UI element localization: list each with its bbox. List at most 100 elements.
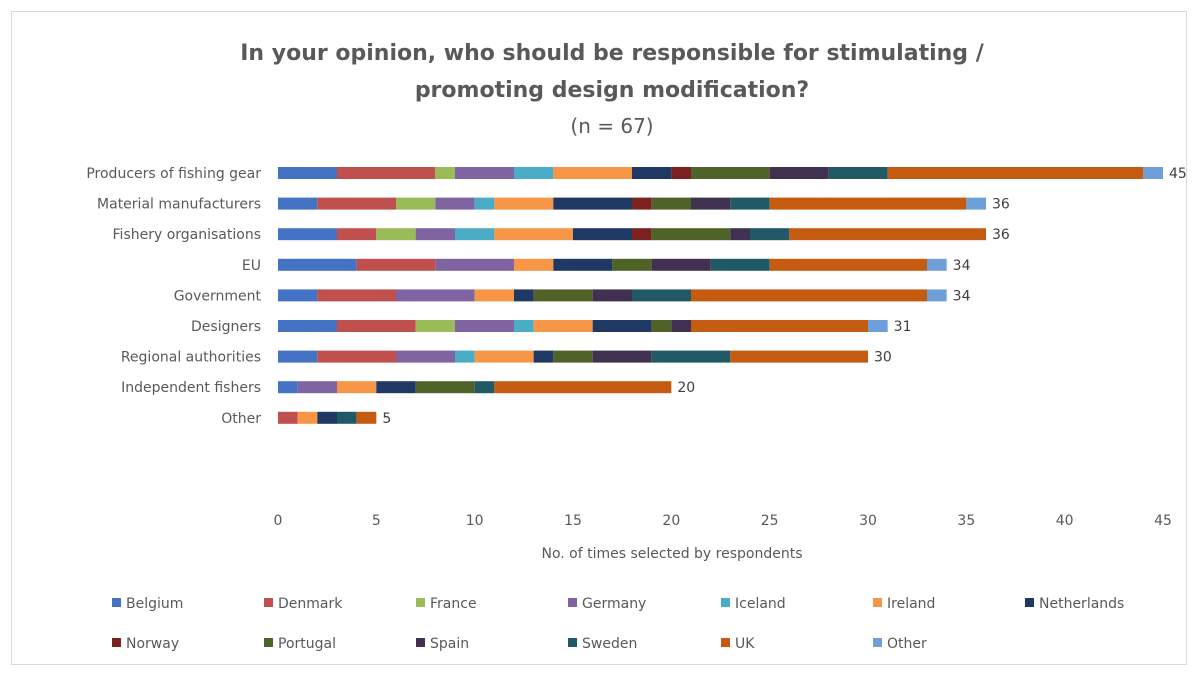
chart-title-line-2: promoting design modification?: [415, 78, 809, 103]
legend-item-denmark: Denmark: [264, 596, 343, 612]
legend-item-portugal: Portugal: [264, 636, 336, 652]
bar-group-other: 5: [278, 411, 391, 427]
bar-segment-material-manufacturers-netherlands: [553, 197, 632, 210]
bar-segment-fishery-organisations-uk: [789, 228, 986, 241]
bar-segment-regional-authorities-spain: [592, 350, 652, 363]
bar-segment-fishery-organisations-sweden: [750, 228, 790, 241]
bar-group-designers: 31: [278, 319, 911, 335]
bar-segment-fishery-organisations-belgium: [278, 228, 337, 241]
bar-segment-regional-authorities-iceland: [455, 350, 475, 363]
category-label-fishery-organisations: Fishery organisations: [113, 227, 261, 243]
bar-segment-designers-ireland: [533, 320, 593, 332]
bar-segment-material-manufacturers-portugal: [651, 197, 691, 210]
category-label-designers: Designers: [191, 319, 261, 335]
bar-segment-eu-other: [927, 258, 947, 271]
bar-segment-eu-denmark: [356, 258, 436, 271]
bar-group-producers-of-fishing-gear: 45: [278, 166, 1187, 182]
bar-segment-material-manufacturers-spain: [691, 197, 731, 210]
legend-label-denmark: Denmark: [278, 596, 343, 612]
bar-group-eu: 34: [278, 258, 971, 274]
bar-segment-independent-fishers-germany: [297, 381, 337, 394]
legend-swatch-iceland: [721, 598, 730, 607]
bar-segment-regional-authorities-sweden: [651, 350, 731, 363]
x-tick-label-40: 40: [1056, 513, 1074, 529]
total-label-regional-authorities: 30: [874, 350, 892, 366]
bar-segment-government-ireland: [474, 289, 514, 302]
x-tick-label-30: 30: [859, 513, 877, 529]
legend-item-sweden: Sweden: [568, 636, 637, 652]
bar-segment-government-uk: [691, 289, 927, 302]
legend-swatch-other: [873, 638, 882, 647]
category-label-other: Other: [221, 411, 261, 427]
bar-segment-producers-of-fishing-gear-other: [1143, 167, 1163, 179]
legend-item-norway: Norway: [112, 636, 179, 652]
bar-segment-independent-fishers-portugal: [415, 381, 475, 394]
bar-segment-producers-of-fishing-gear-belgium: [278, 167, 337, 179]
bar-group-material-manufacturers: 36: [278, 197, 1010, 213]
category-label-producers-of-fishing-gear: Producers of fishing gear: [86, 166, 261, 182]
bar-segment-designers-netherlands: [592, 320, 652, 332]
legend-swatch-norway: [112, 638, 121, 647]
total-label-fishery-organisations: 36: [992, 227, 1010, 243]
category-label-government: Government: [174, 288, 262, 304]
legend-label-netherlands: Netherlands: [1039, 596, 1124, 612]
bar-segment-government-belgium: [278, 289, 318, 302]
legend-swatch-sweden: [568, 638, 577, 647]
legend-label-france: France: [430, 596, 477, 612]
legend-label-ireland: Ireland: [887, 596, 935, 612]
legend-label-spain: Spain: [430, 636, 469, 652]
bar-segment-regional-authorities-netherlands: [533, 350, 554, 363]
bar-group-independent-fishers: 20: [278, 380, 695, 396]
legend-label-portugal: Portugal: [278, 636, 336, 652]
bar-segment-eu-ireland: [514, 258, 554, 271]
bar-segment-producers-of-fishing-gear-sweden: [828, 167, 888, 179]
legend-label-other: Other: [887, 636, 927, 652]
bar-segment-designers-portugal: [651, 320, 672, 332]
bar-segment-fishery-organisations-france: [376, 228, 416, 241]
total-label-other: 5: [382, 411, 391, 427]
bar-segment-designers-spain: [671, 320, 691, 332]
legend-swatch-ireland: [873, 598, 882, 607]
legend-swatch-france: [416, 598, 425, 607]
bar-segment-designers-iceland: [514, 320, 534, 332]
bar-segment-fishery-organisations-iceland: [455, 228, 495, 241]
bar-group-government: 34: [278, 288, 971, 304]
bar-segment-producers-of-fishing-gear-france: [435, 167, 455, 179]
legend-item-france: France: [416, 596, 477, 612]
bar-segment-independent-fishers-sweden: [474, 381, 495, 394]
bar-segment-designers-germany: [455, 320, 514, 332]
bar-segment-producers-of-fishing-gear-ireland: [553, 167, 632, 179]
bar-segment-independent-fishers-ireland: [337, 381, 377, 394]
bar-segment-designers-denmark: [337, 320, 416, 332]
legend-label-germany: Germany: [582, 596, 646, 612]
legend-item-belgium: Belgium: [112, 596, 183, 612]
bar-segment-eu-spain: [651, 258, 711, 271]
bar-segment-material-manufacturers-belgium: [278, 197, 318, 210]
bar-segment-other-sweden: [337, 411, 357, 424]
bar-segment-producers-of-fishing-gear-portugal: [691, 167, 770, 179]
bar-segment-fishery-organisations-ireland: [494, 228, 573, 241]
bar-segment-material-manufacturers-ireland: [494, 197, 554, 210]
x-tick-label-25: 25: [761, 513, 779, 529]
x-tick-label-0: 0: [274, 513, 283, 529]
legend-swatch-germany: [568, 598, 577, 607]
legend-item-iceland: Iceland: [721, 596, 786, 612]
legend-item-spain: Spain: [416, 636, 469, 652]
bar-segment-government-spain: [592, 289, 632, 302]
bar-segment-other-netherlands: [317, 411, 337, 424]
x-tick-label-10: 10: [466, 513, 484, 529]
bar-segment-regional-authorities-uk: [730, 350, 868, 363]
value-axis: 0 5 10 15 20 25 30 35 40 45: [274, 513, 1172, 529]
bar-group-regional-authorities: 30: [278, 350, 892, 366]
bar-segment-regional-authorities-ireland: [474, 350, 534, 363]
bar-segment-government-other: [927, 289, 947, 302]
total-label-designers: 31: [894, 319, 912, 335]
bar-segment-producers-of-fishing-gear-iceland: [514, 167, 554, 179]
bar-segment-regional-authorities-denmark: [317, 350, 396, 363]
bar-segment-producers-of-fishing-gear-spain: [769, 167, 829, 179]
bar-segment-designers-france: [415, 320, 455, 332]
total-label-material-manufacturers: 36: [992, 197, 1010, 213]
legend-item-ireland: Ireland: [873, 596, 935, 612]
